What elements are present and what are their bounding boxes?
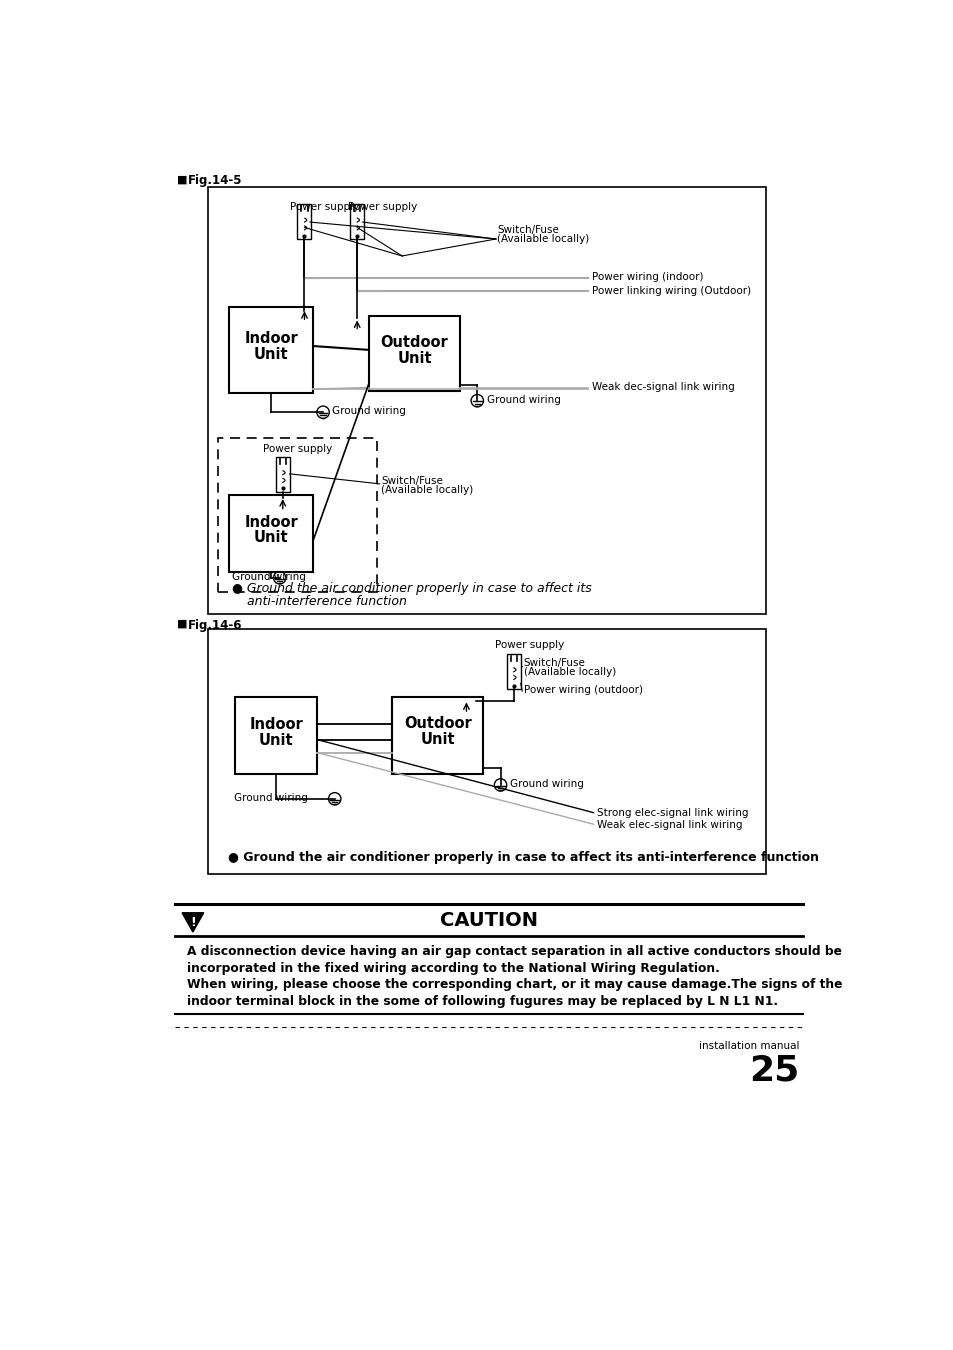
- Text: Fig.14-5: Fig.14-5: [187, 174, 242, 188]
- Text: Unit: Unit: [396, 351, 432, 366]
- Text: !: !: [190, 917, 195, 929]
- Text: Indoor: Indoor: [244, 514, 297, 529]
- Text: Power supply: Power supply: [348, 202, 416, 212]
- Bar: [208, 186, 765, 614]
- Bar: [235, 697, 316, 774]
- Bar: [229, 494, 313, 571]
- Text: ● Ground the air conditioner properly in case to affect its anti-interference fu: ● Ground the air conditioner properly in…: [228, 850, 818, 864]
- Text: ■: ■: [177, 174, 188, 185]
- Text: Power supply: Power supply: [262, 444, 332, 454]
- Text: Power wiring (indoor): Power wiring (indoor): [592, 273, 702, 282]
- Text: Switch/Fuse: Switch/Fuse: [523, 657, 585, 668]
- Text: Power linking wiring (Outdoor): Power linking wiring (Outdoor): [592, 286, 750, 296]
- Text: Weak dec-signal link wiring: Weak dec-signal link wiring: [592, 382, 734, 393]
- Text: installation manual: installation manual: [699, 1041, 799, 1050]
- Bar: [275, 456, 290, 491]
- Text: Power supply: Power supply: [290, 202, 358, 212]
- Text: (Available locally): (Available locally): [523, 667, 616, 678]
- Polygon shape: [182, 913, 204, 931]
- Bar: [218, 437, 377, 591]
- Bar: [392, 697, 483, 774]
- Text: Unit: Unit: [253, 531, 288, 545]
- Text: Power wiring (outdoor): Power wiring (outdoor): [523, 684, 642, 695]
- Bar: [369, 316, 459, 392]
- Text: Switch/Fuse: Switch/Fuse: [497, 225, 558, 235]
- Text: Power supply: Power supply: [495, 640, 564, 651]
- Text: 25: 25: [749, 1053, 799, 1088]
- Text: Ground wiring: Ground wiring: [509, 779, 583, 788]
- Text: Unit: Unit: [258, 733, 294, 748]
- Text: (Available locally): (Available locally): [381, 486, 473, 495]
- Text: ● Ground the air conditioner properly in case to affect its: ● Ground the air conditioner properly in…: [232, 582, 591, 594]
- Text: Ground wiring: Ground wiring: [232, 571, 305, 582]
- Text: Strong elec-signal link wiring: Strong elec-signal link wiring: [596, 809, 747, 818]
- Text: Fig.14-6: Fig.14-6: [187, 618, 242, 632]
- Text: Ground wiring: Ground wiring: [486, 394, 559, 405]
- Text: Switch/Fuse: Switch/Fuse: [381, 477, 442, 486]
- Text: ■: ■: [177, 618, 188, 629]
- Text: Weak elec-signal link wiring: Weak elec-signal link wiring: [596, 819, 741, 830]
- Text: Unit: Unit: [420, 732, 455, 747]
- Text: A disconnection device having an air gap contact separation in all active conduc: A disconnection device having an air gap…: [187, 945, 841, 975]
- Bar: [506, 653, 520, 688]
- Text: CAUTION: CAUTION: [439, 911, 537, 930]
- Bar: [229, 306, 313, 393]
- Text: Indoor: Indoor: [249, 717, 303, 732]
- Text: Indoor: Indoor: [244, 331, 297, 347]
- Text: anti-interference function: anti-interference function: [247, 595, 407, 608]
- Text: Outdoor: Outdoor: [380, 335, 448, 350]
- Bar: [297, 204, 311, 239]
- Text: When wiring, please choose the corresponding chart, or it may cause damage.The s: When wiring, please choose the correspon…: [187, 979, 842, 1008]
- Text: (Available locally): (Available locally): [497, 235, 589, 244]
- Bar: [208, 629, 765, 875]
- Bar: [350, 204, 364, 239]
- Text: Ground wiring: Ground wiring: [332, 406, 406, 416]
- Text: Ground wiring: Ground wiring: [233, 792, 308, 803]
- Text: Outdoor: Outdoor: [403, 717, 471, 732]
- Text: Unit: Unit: [253, 347, 288, 362]
